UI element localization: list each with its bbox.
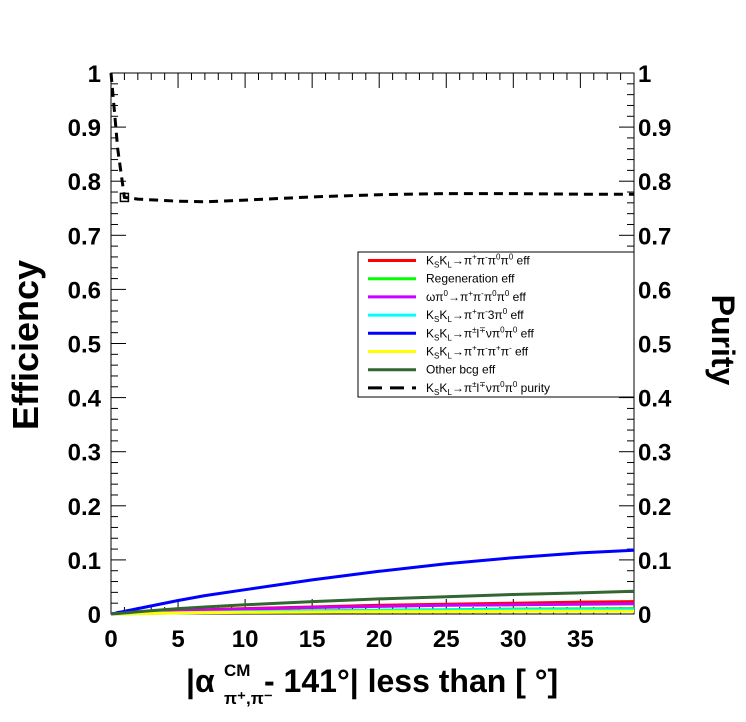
y-tick-label: 0.6 <box>68 277 101 304</box>
legend-label-3: KSKL→π+π-3π0 eff <box>426 307 524 324</box>
series-line-7 <box>109 72 634 204</box>
y2-tick-label: 0.8 <box>638 169 671 196</box>
y-tick-label: 0.1 <box>68 548 101 575</box>
y-axis-title: Efficiency <box>5 260 46 430</box>
x-tick-label: 25 <box>433 626 460 653</box>
y2-tick-label: 0.9 <box>638 115 671 142</box>
legend-label-7: KSKL→π±l∓νπ0π0 purity <box>426 380 550 397</box>
y-tick-label: 0.5 <box>68 332 101 359</box>
legend-label-4: KSKL→π±l∓νπ0π0 eff <box>426 325 534 342</box>
y2-tick-label: 0.3 <box>638 440 671 467</box>
series-line-6 <box>110 589 635 616</box>
y2-tick-label: 0.5 <box>638 332 671 359</box>
y2-tick-label: 0.7 <box>638 223 671 250</box>
y2-tick-label: 1 <box>638 61 651 88</box>
y-tick-label: 0.3 <box>68 440 101 467</box>
x-axis-title-sub: π⁺,π⁻ <box>224 689 273 708</box>
x-axis-title-sup: CM <box>224 661 250 680</box>
y-tick-label: 1 <box>88 61 101 88</box>
x-axis-title-post: - 141°| less than [ °] <box>264 663 558 699</box>
y2-tick-label: 0.2 <box>638 494 671 521</box>
y-tick-label: 0.8 <box>68 169 101 196</box>
y2-tick-label: 0.6 <box>638 277 671 304</box>
y-tick-label: 0.9 <box>68 115 101 142</box>
x-tick-label: 15 <box>299 626 326 653</box>
legend-label-6: Other bcg eff <box>426 363 496 377</box>
legend-label-5: KSKL→π+π-π+π- eff <box>426 344 529 361</box>
right-axis-title: Purity <box>705 295 741 386</box>
x-tick-label: 30 <box>500 626 527 653</box>
x-axis-title-pre: |α <box>186 663 215 699</box>
legend-label-1: Regeneration eff <box>426 272 515 286</box>
purity-marker <box>119 192 130 203</box>
y2-tick-label: 0 <box>638 602 651 629</box>
x-tick-label: 35 <box>567 626 594 653</box>
y-tick-label: 0.7 <box>68 223 101 250</box>
y-tick-label: 0.4 <box>68 386 102 413</box>
x-tick-label: 20 <box>366 626 393 653</box>
y2-tick-label: 0.4 <box>638 386 672 413</box>
x-tick-label: 10 <box>232 626 259 653</box>
legend-label-0: KSKL→π+π-π0π0 eff <box>426 253 530 270</box>
y2-tick-label: 0.1 <box>638 548 671 575</box>
legend-label-2: ωπ0→π+π-π0π0 eff <box>426 289 526 304</box>
y-tick-label: 0.2 <box>68 494 101 521</box>
y-tick-label: 0 <box>88 602 101 629</box>
x-tick-label: 0 <box>104 626 117 653</box>
x-axis-title: |α CM π⁺,π⁻ - 141°| less than [ °] <box>186 661 558 708</box>
x-tick-label: 5 <box>171 626 184 653</box>
legend-box <box>357 251 635 398</box>
